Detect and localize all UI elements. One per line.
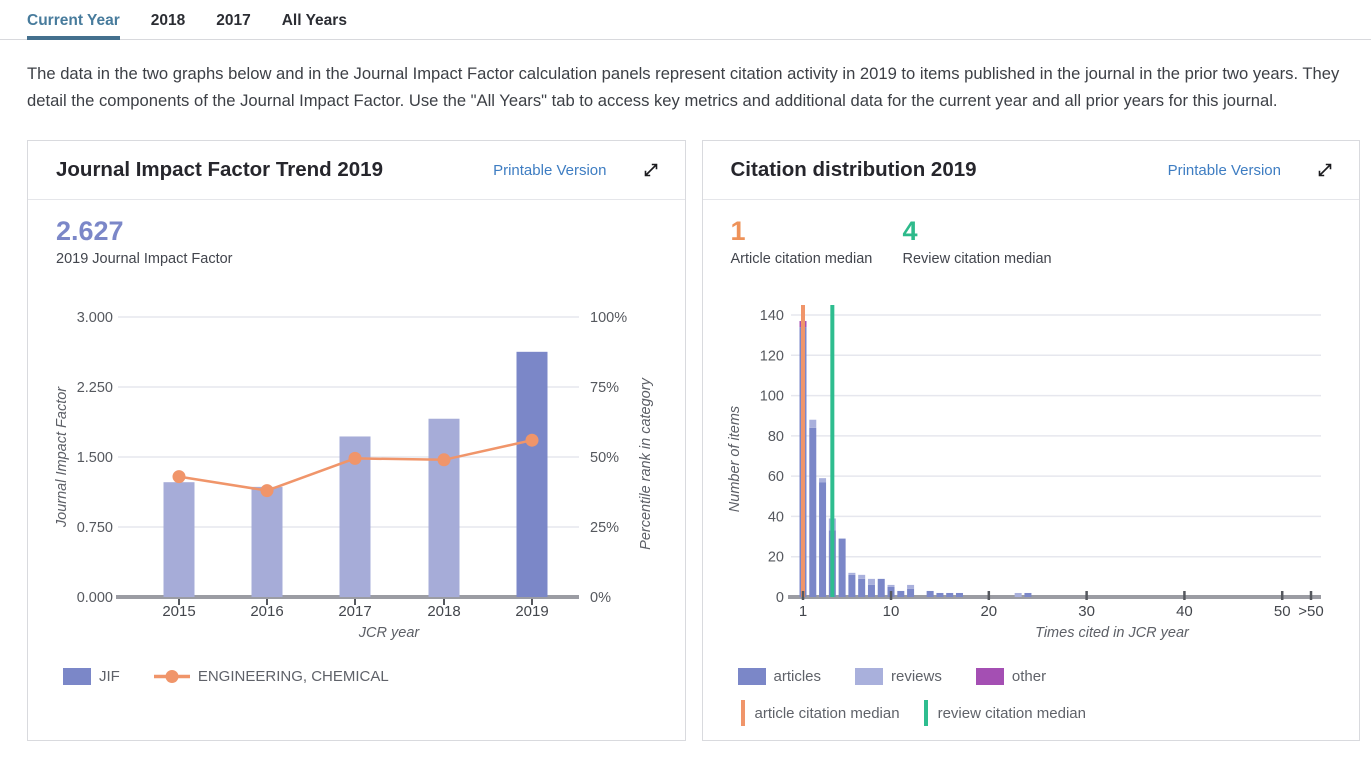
jif-legend: JIF ENGINEERING, CHEMICAL: [63, 668, 423, 685]
reviews-swatch: [855, 668, 884, 685]
legend-item-article-median: article citation median: [740, 700, 900, 726]
svg-text:Number of items: Number of items: [727, 406, 743, 512]
other-swatch: [975, 668, 1004, 685]
article-citation-median-label: Article citation median: [730, 251, 873, 267]
jif-trend-chart[interactable]: 0.000 0% 0.750 25% 1.500 50% 2.250 75% 3.000 100%…: [28, 299, 685, 649]
svg-text:0.750: 0.750: [77, 520, 113, 536]
citation-panel-body: 1 Article citation median 4 Review citat…: [703, 200, 1360, 267]
tab-all-years[interactable]: All Years: [281, 12, 347, 29]
jif-panel-header: Journal Impact Factor Trend 2019 Printab…: [28, 141, 685, 200]
citation-median-legend: article citation median review citation …: [740, 700, 1110, 726]
jif-legend-item-category: ENGINEERING, CHEMICAL: [153, 668, 389, 685]
article-median-legend-label: article citation median: [754, 704, 900, 722]
citation-expand-icon[interactable]: [1315, 160, 1335, 180]
article-median-swatch: [740, 700, 745, 726]
review-median-swatch: [923, 700, 928, 726]
svg-text:Percentile rank in category: Percentile rank in category: [638, 377, 654, 549]
svg-text:100: 100: [759, 389, 783, 405]
article-citation-median-value: 1: [730, 216, 746, 246]
svg-text:0%: 0%: [590, 590, 611, 606]
intro-text: The data in the two graphs below and in …: [27, 64, 1340, 110]
chart-panels: Journal Impact Factor Trend 2019 Printab…: [27, 140, 1360, 741]
jif-trend-panel: Journal Impact Factor Trend 2019 Printab…: [27, 140, 686, 741]
svg-text:20: 20: [980, 603, 997, 620]
legend-item-reviews: reviews: [855, 668, 942, 685]
svg-text:80: 80: [767, 429, 783, 445]
jif-legend-item-jif: JIF: [63, 668, 120, 685]
svg-text:2015: 2015: [162, 603, 195, 620]
citation-printable-version-link[interactable]: Printable Version: [1167, 161, 1281, 179]
svg-text:JCR year: JCR year: [358, 625, 421, 641]
svg-text:50: 50: [1273, 603, 1290, 620]
legend-item-review-median: review citation median: [923, 700, 1086, 726]
citation-series-legend: articles reviews other: [737, 668, 1081, 685]
svg-text:30: 30: [1078, 603, 1095, 620]
citation-panel-title: Citation distribution 2019: [730, 158, 977, 181]
jif-value: 2.627: [56, 216, 124, 246]
jif-printable-version-link[interactable]: Printable Version: [493, 161, 607, 179]
legend-item-other: other: [975, 668, 1047, 685]
reviews-legend-label: reviews: [891, 668, 942, 685]
legend-item-articles: articles: [737, 668, 822, 685]
tab-2017[interactable]: 2017: [216, 12, 251, 29]
jif-legend-label: JIF: [99, 668, 120, 685]
articles-swatch: [737, 668, 766, 685]
svg-text:75%: 75%: [590, 380, 619, 396]
svg-text:140: 140: [759, 308, 783, 324]
citation-distribution-panel: Citation distribution 2019 Printable Ver…: [701, 140, 1360, 741]
citation-distribution-chart[interactable]: 0 20 40 60 80 100 120 140 1 10 20 30 40 50 >50 Number o…: [703, 299, 1359, 649]
svg-text:2.250: 2.250: [77, 380, 113, 396]
svg-text:25%: 25%: [590, 520, 619, 536]
jif-bar-swatch: [63, 668, 91, 685]
jif-panel-title: Journal Impact Factor Trend 2019: [56, 158, 383, 181]
svg-text:0: 0: [775, 590, 783, 606]
other-legend-label: other: [1011, 668, 1047, 685]
svg-text:100%: 100%: [590, 310, 627, 326]
tab-current-year[interactable]: Current Year: [27, 0, 120, 40]
svg-text:60: 60: [767, 469, 783, 485]
svg-text:40: 40: [767, 509, 783, 525]
svg-text:3.000: 3.000: [77, 310, 113, 326]
svg-text:2018: 2018: [427, 603, 460, 620]
svg-text:>50: >50: [1298, 603, 1323, 620]
review-median-legend-label: review citation median: [937, 704, 1086, 722]
svg-text:1.500: 1.500: [77, 450, 113, 466]
svg-text:0.000: 0.000: [77, 590, 113, 606]
svg-text:10: 10: [882, 603, 899, 620]
citation-panel-header: Citation distribution 2019 Printable Ver…: [702, 141, 1359, 200]
jif-value-label: 2019 Journal Impact Factor: [56, 251, 233, 267]
review-citation-median-label: Review citation median: [902, 251, 1052, 267]
svg-text:2017: 2017: [338, 603, 371, 620]
svg-text:Times cited in JCR year: Times cited in JCR year: [1035, 625, 1190, 641]
svg-text:2019: 2019: [515, 603, 548, 620]
category-line-swatch: [153, 670, 190, 683]
svg-text:2016: 2016: [250, 603, 283, 620]
category-legend-label: ENGINEERING, CHEMICAL: [197, 668, 389, 685]
svg-text:1: 1: [798, 603, 806, 620]
jif-expand-icon[interactable]: [641, 160, 661, 180]
svg-text:50%: 50%: [590, 450, 619, 466]
svg-text:120: 120: [759, 348, 783, 364]
svg-text:40: 40: [1176, 603, 1193, 620]
articles-legend-label: articles: [773, 668, 822, 685]
jif-panel-body: 2.627 2019 Journal Impact Factor: [28, 200, 685, 267]
svg-text:20: 20: [767, 550, 783, 566]
review-citation-median-value: 4: [902, 216, 918, 246]
year-tabs: Current Year 2018 2017 All Years: [0, 0, 1371, 40]
svg-text:Journal Impact Factor: Journal Impact Factor: [54, 386, 70, 528]
tab-2018[interactable]: 2018: [150, 12, 186, 29]
